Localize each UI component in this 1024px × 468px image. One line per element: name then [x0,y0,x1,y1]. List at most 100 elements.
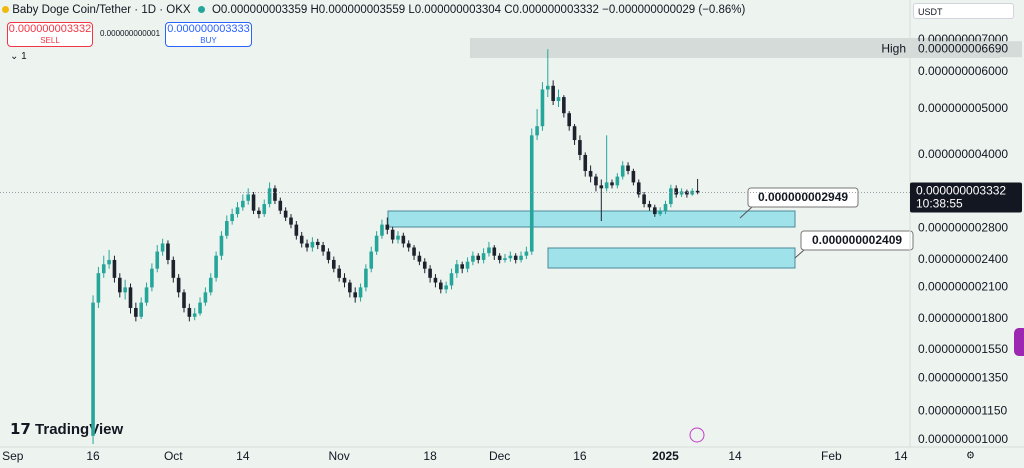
candle-body [519,255,523,260]
candle-body [251,194,256,211]
x-tick-label: 14 [728,449,742,463]
candle-body [594,176,598,186]
candle-body [348,282,352,293]
spread: 0.000000000001 [100,29,161,38]
y-tick-label: 0.000000002400 [918,252,1008,266]
candle-body [299,235,304,244]
candle-body [91,302,95,436]
candle-body [380,224,384,236]
candle-body [444,285,448,290]
candle-body [176,277,181,293]
x-tick-label: 14 [236,449,250,463]
ohlc-c: C0.000000003332 [504,4,599,16]
currency-select[interactable]: USDT [913,3,1014,19]
candle-body [599,185,604,189]
candle-body [406,243,411,248]
candle-body [385,224,390,230]
candle-body [642,194,646,205]
candle-body [203,292,208,303]
settings-icon[interactable]: ⚙ [966,451,975,462]
candle-body [267,188,272,205]
header: Baby Doge Coin/Tether · 1D · OKX O0.0000… [2,4,745,16]
high-marker-label: 0.000000006690 [918,41,1008,55]
candle-body [647,204,652,208]
candle-body [214,255,218,278]
candle-body [294,224,299,236]
y-tick-label: 0.000000005000 [918,101,1008,115]
candle-body [465,261,470,269]
candle-body [187,307,192,317]
side-widget[interactable] [1014,328,1024,356]
candle-body [225,221,229,236]
indicator-toggle[interactable]: ⌄ 1 [10,51,27,62]
candle-body [396,235,400,240]
logo: 𝟭𝟳 TradingView [10,421,123,438]
candle-body [487,247,491,254]
x-tick-label: 2025 [652,449,679,463]
candle-body [118,277,122,293]
candle-body [695,190,700,193]
callout-box [747,187,859,208]
ohlc-o: O0.000000003359 [211,4,308,16]
x-tick-label: 16 [573,449,587,463]
coin-icon [2,6,9,14]
y-tick-label: 0.000000001800 [918,311,1008,325]
candle-body [337,268,341,278]
high-marker-name: High [881,41,906,55]
candle-body [540,89,545,127]
candle-body [690,190,695,195]
candle-body [246,194,250,201]
candle-body [321,245,325,252]
candle-body [631,170,636,183]
x-tick-label: Sep [2,449,24,463]
candle-body [369,251,374,269]
last-price-label: 0.000000003332 [916,184,1006,198]
countdown: 10:38:55 [916,197,963,211]
candle-body [139,302,143,317]
candle-body [481,253,486,260]
symbol[interactable]: Baby Doge Coin/Tether · 1D · OKX [12,4,191,16]
y-tick-label: 0.000000001350 [918,370,1008,384]
candle-body [535,126,539,136]
sell-button[interactable]: 0.000000003332 SELL [7,22,93,47]
callout-label: 0.000000002409 [812,233,902,247]
x-tick-label: 16 [86,449,100,463]
candle-body [588,170,593,177]
candle-body [235,207,240,215]
candle-body [497,255,502,260]
candle-body [332,259,336,269]
candle-body [364,268,368,288]
candle-body [476,255,481,260]
candle-body [529,135,534,252]
candle-body [208,277,213,293]
event-icon[interactable] [689,427,705,443]
candle-body [492,247,497,256]
candle-body [112,259,117,278]
ohlc-l: L0.000000003304 [408,4,502,16]
candle-body [123,287,127,293]
candle-body [508,255,513,259]
zone-box [387,210,796,228]
candle-body [144,287,149,303]
candle-body [583,154,588,171]
candle-body [626,165,630,171]
candle-body [257,210,261,215]
candle-body [685,191,689,195]
candle-body [353,292,357,298]
candle-body [326,251,331,260]
candle-body [615,176,620,186]
candle-body [310,241,315,248]
callout-box [800,230,914,251]
y-tick-label: 0.000000002100 [918,280,1008,294]
candle-body [219,235,224,256]
callout-pointer [794,249,805,259]
candle-body [551,85,555,102]
candle-body [422,261,427,269]
buy-button[interactable]: 0.000000003333 BUY [165,22,252,47]
y-tick-label: 0.000000004000 [918,147,1008,161]
candle-body [524,251,529,256]
candle-body [160,243,165,252]
y-tick-label: 0.000000001000 [918,432,1008,446]
x-tick-label: Feb [821,449,842,463]
